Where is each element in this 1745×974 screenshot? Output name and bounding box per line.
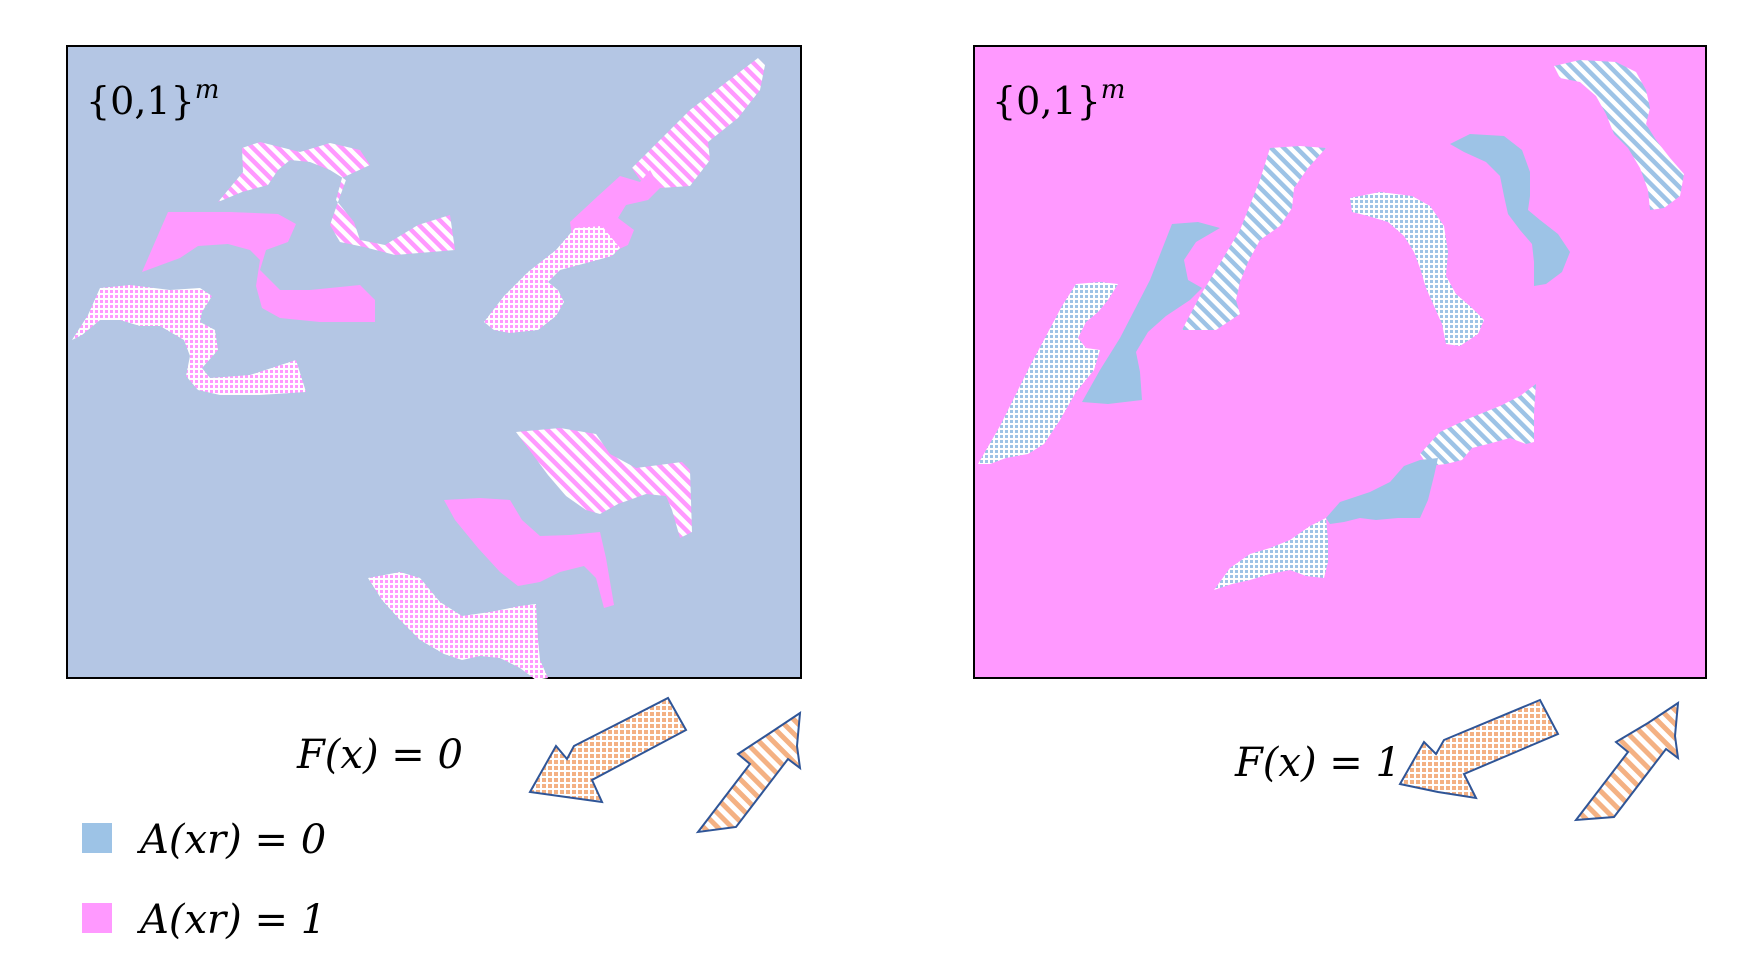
legend: A(xr) = 0 A(xr) = 1 xyxy=(82,817,326,943)
solid-region xyxy=(142,212,375,322)
legend-label: A(xr) = 1 xyxy=(136,897,326,943)
legend-item: A(xr) = 0 xyxy=(82,817,326,863)
striped-region xyxy=(516,428,692,538)
dotted-region xyxy=(72,285,306,395)
space-label: {0,1}m xyxy=(86,75,219,123)
striped-region xyxy=(1420,384,1536,466)
dotted-region xyxy=(484,226,620,333)
dotted-region xyxy=(1350,192,1484,346)
right-caption: F(x) = 1 xyxy=(1234,740,1401,786)
dotted-region xyxy=(1214,518,1328,590)
arrow-up-right-icon xyxy=(1573,701,1680,822)
striped-region xyxy=(1554,60,1684,210)
left-caption: F(x) = 0 xyxy=(296,732,463,778)
legend-swatch-pink xyxy=(82,903,112,933)
solid-region xyxy=(444,498,614,608)
legend-label: A(xr) = 0 xyxy=(136,817,326,863)
legend-swatch-blue xyxy=(82,823,112,853)
arrow-down-left-icon xyxy=(1398,698,1560,800)
dotted-region xyxy=(978,282,1118,464)
space-label-exponent: m xyxy=(1101,75,1126,105)
dotted-region xyxy=(368,572,548,680)
right-panel: {0,1}m xyxy=(973,45,1707,679)
arrow-up-right-icon xyxy=(695,711,802,834)
striped-region xyxy=(1182,146,1326,330)
space-label: {0,1}m xyxy=(992,75,1125,123)
space-label-base: {0,1} xyxy=(86,79,195,123)
legend-item: A(xr) = 1 xyxy=(82,897,326,943)
arrow-down-left-icon xyxy=(528,696,688,804)
solid-region xyxy=(1326,458,1438,524)
solid-region xyxy=(1082,222,1220,404)
space-label-exponent: m xyxy=(195,75,220,105)
solid-region xyxy=(1450,134,1570,286)
left-panel: {0,1}m xyxy=(66,45,802,680)
space-label-base: {0,1} xyxy=(992,79,1101,123)
striped-region xyxy=(218,142,455,255)
striped-region xyxy=(632,58,765,188)
